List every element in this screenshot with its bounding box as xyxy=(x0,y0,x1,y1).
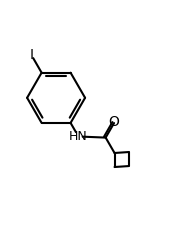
Text: HN: HN xyxy=(69,130,88,143)
Text: O: O xyxy=(109,115,119,129)
Text: I: I xyxy=(29,48,33,62)
